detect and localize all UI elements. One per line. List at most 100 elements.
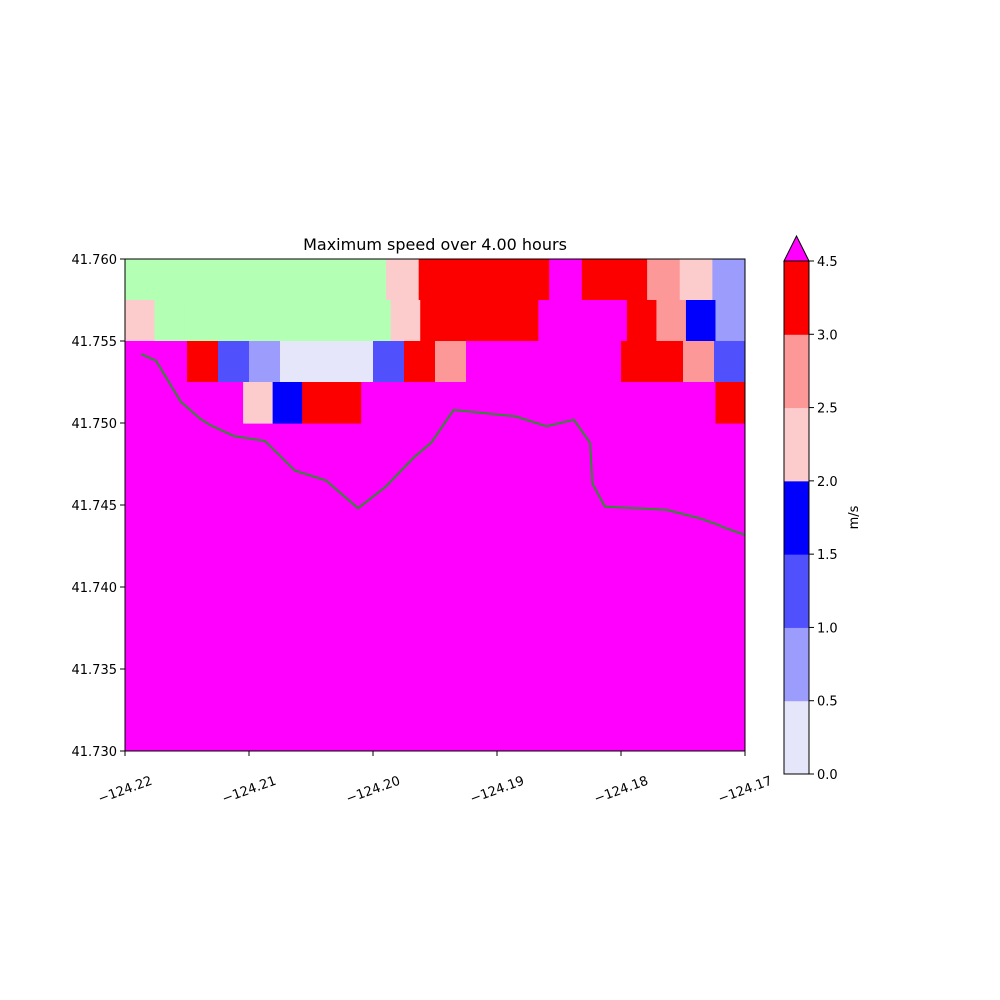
cell: [567, 300, 598, 342]
x-tick-label: −124.17: [716, 774, 774, 807]
cell: [331, 300, 362, 342]
y-tick-label: 41.760: [72, 253, 118, 268]
cell: [311, 341, 343, 383]
cell: [715, 300, 745, 342]
cell: [614, 259, 648, 301]
cell: [597, 300, 628, 342]
cell: [590, 341, 622, 383]
cell: [685, 300, 717, 342]
cell: [626, 300, 658, 342]
cell: [272, 382, 303, 424]
cell: [157, 259, 191, 301]
cell: [418, 259, 452, 301]
y-tick-label: 41.730: [72, 745, 118, 760]
cell: [712, 259, 745, 301]
cell: [280, 341, 312, 383]
x-tick-label: −124.19: [468, 774, 526, 807]
cell: [483, 259, 518, 301]
cell: [154, 382, 185, 424]
cell: [184, 300, 215, 342]
cell: [243, 382, 274, 424]
cell: [508, 382, 539, 424]
cell: [497, 341, 529, 383]
cell: [213, 382, 244, 424]
cell: [125, 300, 156, 342]
cell: [538, 382, 569, 424]
cell: [715, 382, 745, 424]
cell: [508, 300, 539, 342]
colorbar-tick-label: 2.0: [817, 475, 838, 490]
cell: [559, 341, 591, 383]
cell: [249, 341, 281, 383]
colorbar: 0.0 0.5 1.0 1.5 2.0 2.5 3.0 4.5 m/s: [783, 234, 862, 783]
colorbar-segment: [784, 261, 809, 335]
x-axis: −124.22 −124.21 −124.20 −124.19 −124.18 −124.…: [96, 751, 774, 807]
cell: [516, 259, 550, 301]
cell: [449, 300, 480, 342]
y-tick-label: 41.750: [72, 417, 118, 432]
cell: [342, 341, 374, 383]
cell: [320, 259, 355, 301]
x-tick-label: −124.20: [344, 774, 402, 807]
plot-area: [124, 258, 746, 752]
cell: [466, 341, 498, 383]
colorbar-label: m/s: [847, 505, 862, 529]
cell: [390, 300, 421, 342]
colorbar-segment: [784, 407, 809, 482]
y-tick-label: 41.740: [72, 581, 118, 596]
colorbar-segment: [784, 627, 809, 702]
cell: [656, 300, 687, 342]
cell: [652, 341, 684, 383]
cell: [647, 259, 681, 301]
colorbar-segment: [784, 334, 809, 409]
colorbar-tick-label: 0.0: [817, 768, 838, 783]
cell: [679, 259, 713, 301]
cell: [361, 300, 392, 342]
colorbar-segment: [784, 700, 809, 775]
cell: [435, 341, 467, 383]
cell: [621, 341, 653, 383]
cell: [449, 382, 480, 424]
cell: [390, 382, 421, 424]
colorbar-tick-label: 2.5: [817, 402, 838, 417]
cell: [125, 341, 157, 383]
colorbar-tick-label: 0.5: [817, 695, 838, 710]
colorbar-tick-label: 1.0: [817, 621, 838, 636]
cell: [154, 300, 185, 342]
colorbar-frame: [783, 260, 810, 775]
cell: [125, 382, 156, 424]
cell: [451, 259, 485, 301]
cell: [213, 300, 244, 342]
cell: [420, 382, 451, 424]
cell: [581, 259, 616, 301]
chart-title: Maximum speed over 4.00 hours: [303, 235, 567, 254]
cell: [187, 341, 219, 383]
colorbar-segment: [784, 554, 809, 628]
x-tick-label: −124.21: [220, 774, 278, 807]
cell: [479, 300, 510, 342]
cell: [714, 341, 745, 383]
cell: [567, 382, 598, 424]
cell: [302, 300, 333, 342]
cell: [288, 259, 322, 301]
cell: [626, 382, 658, 424]
x-tick-label: −124.18: [592, 774, 650, 807]
cell: [685, 382, 717, 424]
y-axis: 41.730 41.735 41.740 41.745 41.750 41.755 41.7…: [72, 253, 125, 760]
colorbar-tick-label: 4.5: [817, 255, 838, 270]
y-tick-label: 41.735: [72, 663, 118, 678]
cell: [255, 259, 289, 301]
coastline: [140, 353, 745, 536]
cell: [156, 341, 188, 383]
cell: [243, 300, 274, 342]
cell: [420, 300, 451, 342]
cell: [331, 382, 362, 424]
cell: [125, 259, 159, 301]
y-tick-label: 41.755: [72, 335, 118, 350]
cell: [538, 300, 569, 342]
cell: [656, 382, 687, 424]
cell: [190, 259, 224, 301]
cell: [549, 259, 583, 301]
cell: [597, 382, 628, 424]
